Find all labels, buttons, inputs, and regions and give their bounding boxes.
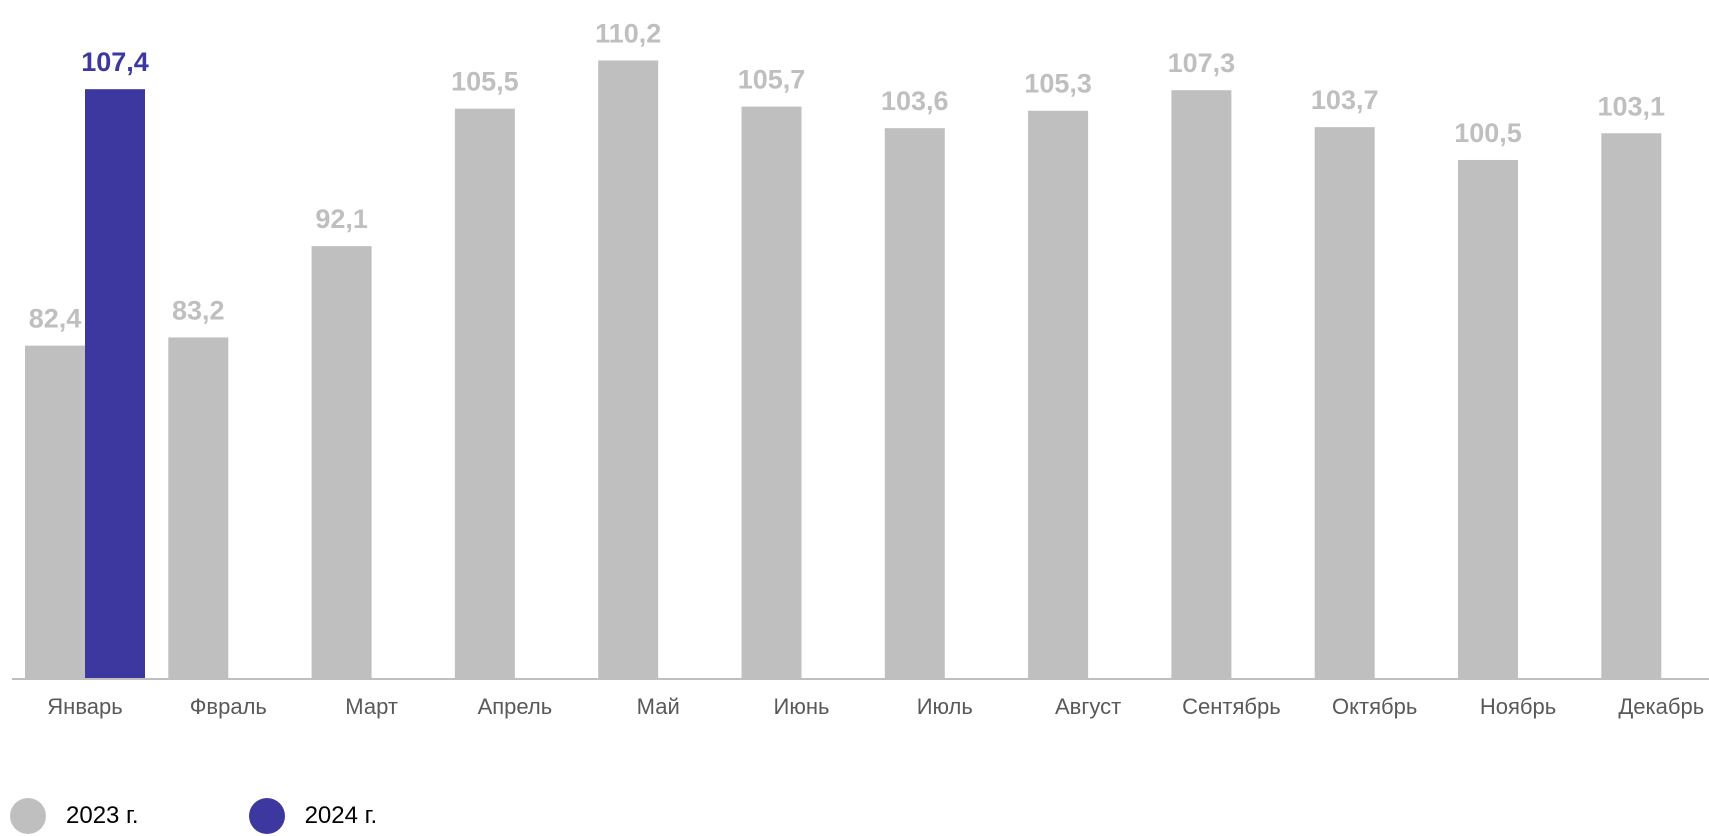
legend-swatch-2023 — [10, 798, 46, 834]
value-labels-layer: 82,4 107,4 83,2 92,1 105,5 110,2 105,7 103,6 105… — [29, 18, 1665, 333]
bar-2023-12 — [1601, 133, 1662, 679]
category-label-9: Сентябрь — [1182, 694, 1281, 719]
bar-2023-6 — [741, 106, 802, 679]
value-label-2023-11: 100,5 — [1454, 118, 1522, 148]
bar-2023-5 — [598, 60, 659, 678]
legend: 2023 г. 2024 г. — [10, 798, 487, 834]
value-label-2023-4: 105,5 — [451, 67, 519, 97]
bar-2023-10 — [1314, 127, 1375, 678]
category-label-11: Ноябрь — [1480, 694, 1556, 719]
bar-2023-7 — [884, 128, 945, 679]
bar-2023-1 — [25, 345, 85, 678]
value-label-2023-3: 92,1 — [315, 204, 368, 234]
legend-swatch-2024 — [248, 798, 285, 834]
value-label-2023-10: 103,7 — [1311, 85, 1379, 115]
legend-item-2024: 2024 г. — [248, 798, 378, 834]
bar-2024-1 — [85, 89, 145, 679]
value-label-2023-2: 83,2 — [172, 295, 225, 325]
value-label-2023-5: 110,2 — [595, 18, 661, 48]
category-label-7: Июль — [917, 694, 973, 719]
bar-2023-4 — [454, 108, 515, 678]
category-label-4: Апрель — [478, 694, 553, 719]
bar-2023-3 — [311, 246, 372, 678]
bars-layer — [25, 60, 1662, 679]
value-label-2023-8: 105,3 — [1024, 69, 1092, 99]
bar-2023-9 — [1171, 90, 1232, 679]
value-label-2023-6: 105,7 — [738, 65, 806, 95]
category-label-10: Октябрь — [1332, 694, 1417, 719]
bar-2023-2 — [168, 337, 229, 678]
bar-chart: 82,4 107,4 83,2 92,1 105,5 110,2 105,7 103,6 105… — [12, 18, 1709, 719]
category-label-6: Июнь — [774, 694, 830, 719]
category-label-5: Май — [637, 694, 680, 719]
category-label-1: Январь — [47, 694, 122, 719]
value-label-2023-9: 107,3 — [1168, 48, 1236, 78]
category-label-12: Декабрь — [1618, 694, 1704, 719]
bar-2023-11 — [1458, 159, 1518, 678]
legend-label-2023: 2023 г. — [66, 802, 139, 829]
legend-item-2023: 2023 г. — [10, 798, 139, 834]
value-label-2023-1: 82,4 — [29, 304, 82, 334]
category-label-2: Фвраль — [190, 694, 267, 719]
value-label-2023-12: 103,1 — [1598, 91, 1666, 121]
value-label-2024-1: 107,4 — [81, 47, 149, 77]
category-label-3: Март — [345, 694, 398, 719]
bar-2023-8 — [1028, 110, 1089, 679]
legend-label-2024: 2024 г. — [304, 802, 378, 829]
value-label-2023-7: 103,6 — [881, 86, 949, 116]
category-labels-layer: Январь Фвраль Март Апрель Май Июнь Июль Август С… — [47, 694, 1704, 719]
category-label-8: Август — [1055, 694, 1121, 719]
